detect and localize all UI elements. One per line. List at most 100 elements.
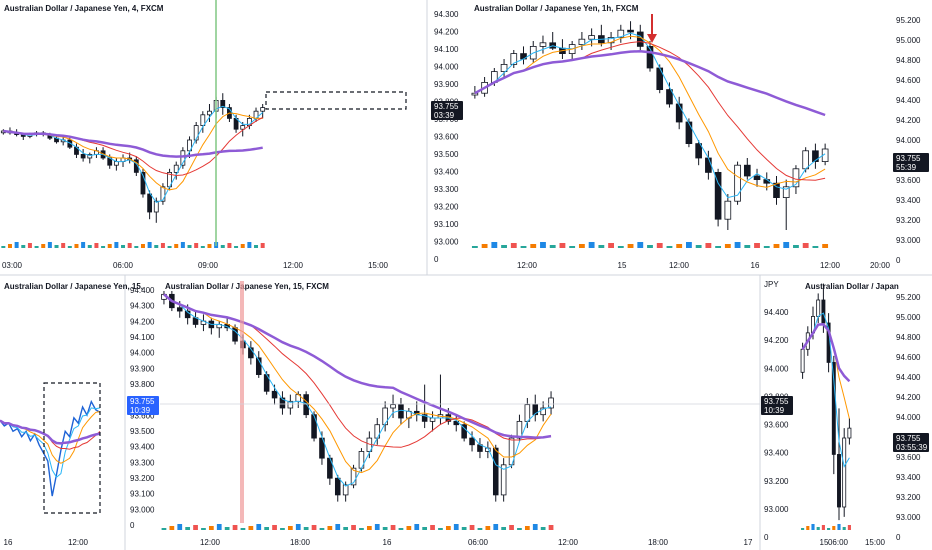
volume-bar [524, 526, 530, 530]
candle-body [140, 171, 146, 195]
volume-bar [177, 524, 183, 530]
x-tick-label: 16 [751, 261, 760, 270]
candle-body [724, 200, 732, 220]
chart-pane-aud-jpy-15m-line[interactable]: Australian Dollar / Japanese Yen, 15, 16 1… [0, 282, 143, 547]
x-tick-label: 06:00 [828, 538, 849, 547]
left-y-tick-label: 93.000 [130, 505, 155, 514]
volume-bar [272, 525, 277, 530]
candle-body [646, 46, 654, 69]
candle-body [578, 38, 586, 46]
volume-bar [248, 526, 254, 530]
candle-body [666, 89, 673, 105]
volume-bar [169, 526, 175, 530]
volume-bar [21, 245, 26, 248]
candle-body [714, 171, 722, 220]
candle-body [173, 164, 179, 173]
chart-pane-aud-jpy-4m[interactable]: Australian Dollar / Japanese Yen, 4, FXC… [0, 0, 407, 270]
moving-average-long [3, 129, 263, 158]
left-price-badge [127, 396, 159, 415]
volume-bar [481, 244, 488, 248]
volume-bar [793, 245, 799, 248]
volume-bar [61, 243, 66, 248]
volume-bar [264, 527, 270, 530]
volume-bar [287, 526, 293, 530]
candle-body [675, 103, 683, 123]
x-tick-label: 15 [820, 538, 829, 547]
chart-pane-aud-jpy-partial[interactable]: Australian Dollar / Japan JPY 94.400 94.200… [761, 280, 929, 547]
candle-body [461, 424, 467, 439]
volume-bar [430, 525, 435, 530]
left-y-tick-label: JPY [764, 280, 779, 289]
volume-bar [827, 528, 831, 530]
volume-bar [161, 528, 167, 530]
candle-body [153, 200, 159, 213]
volume-bar [812, 246, 819, 248]
candle-body [80, 153, 86, 159]
volume-bar [382, 527, 388, 530]
left-price-label: 93.755 [130, 397, 155, 406]
right-y-tick-label: 94.200 [896, 116, 921, 125]
left-y-tick-label: 93.300 [130, 458, 155, 467]
volume-bar [422, 527, 428, 530]
candle-body [287, 400, 294, 409]
volume-bar [194, 243, 199, 248]
left-y-tick-label: 93.900 [130, 364, 155, 373]
candle-body [588, 35, 595, 40]
left-y-tick-label: 0 [130, 521, 135, 530]
volume-bar [227, 243, 232, 248]
left-y-tick-label: 94.000 [130, 349, 155, 358]
candle-body [627, 29, 634, 33]
left-y-tick-label: 93.600 [130, 411, 155, 420]
volume-bar [822, 244, 829, 248]
x-tick-label: 15 [618, 261, 627, 270]
x-tick-label: 12:00 [68, 538, 89, 547]
candle-body [334, 477, 341, 496]
volume-bar [686, 242, 692, 248]
left-y-tick-label: 93.600 [434, 133, 459, 142]
x-tick-label: 20:00 [870, 261, 891, 270]
dashed-range-box [43, 382, 101, 514]
candle-body [350, 467, 357, 486]
volume-bar [666, 246, 673, 248]
volume-bar [390, 525, 396, 530]
volume-bar [806, 526, 810, 530]
candle-body [831, 362, 836, 455]
left-y-tick-label: 93.000 [764, 505, 789, 514]
chart-pane-aud-jpy-15m[interactable]: Australian Dollar / Japanese Yen, 15, FX… [127, 281, 849, 547]
left-y-tick-label: 94.100 [434, 45, 459, 54]
candle-body [220, 100, 226, 109]
candle-body [837, 454, 841, 508]
candle-countdown-label: 55:39 [896, 163, 917, 172]
x-tick-label: 15:00 [865, 538, 886, 547]
candle-body [734, 164, 741, 202]
left-y-tick-label: 94.400 [764, 308, 789, 317]
left-y-tick-label: 93.500 [434, 150, 459, 159]
chart-title: Australian Dollar / Japanese Yen, 15, [4, 282, 143, 291]
volume-bar [54, 245, 59, 248]
candle-body [500, 64, 508, 73]
x-tick-label: 12:00 [517, 261, 538, 270]
chart-pane-aud-jpy-1h[interactable]: Australian Dollar / Japanese Yen, 1h, FX… [431, 4, 929, 270]
left-y-tick-label: 94.000 [764, 364, 789, 373]
volume-bar [801, 528, 805, 530]
volume-bar [510, 243, 517, 248]
candle-body [147, 193, 153, 213]
volume-bar [240, 528, 246, 530]
right-y-tick-label: 95.000 [896, 313, 921, 322]
volume-bar [837, 524, 841, 530]
volume-bar [254, 245, 259, 248]
x-tick-label: 18:00 [648, 538, 669, 547]
candle-countdown-label: 03:55:39 [896, 443, 928, 452]
candle-body [176, 307, 183, 312]
volume-bar [280, 528, 285, 530]
volume-bar [493, 524, 499, 530]
volume-bar [744, 245, 751, 248]
volume-bar [438, 528, 443, 530]
volume-bar [7, 244, 12, 248]
candle-body [607, 37, 615, 44]
right-y-tick-label: 93.200 [896, 493, 921, 502]
volume-bar [783, 242, 790, 248]
volume-bar [234, 246, 239, 248]
volume-bar [343, 527, 349, 530]
moving-average-long [474, 50, 826, 117]
